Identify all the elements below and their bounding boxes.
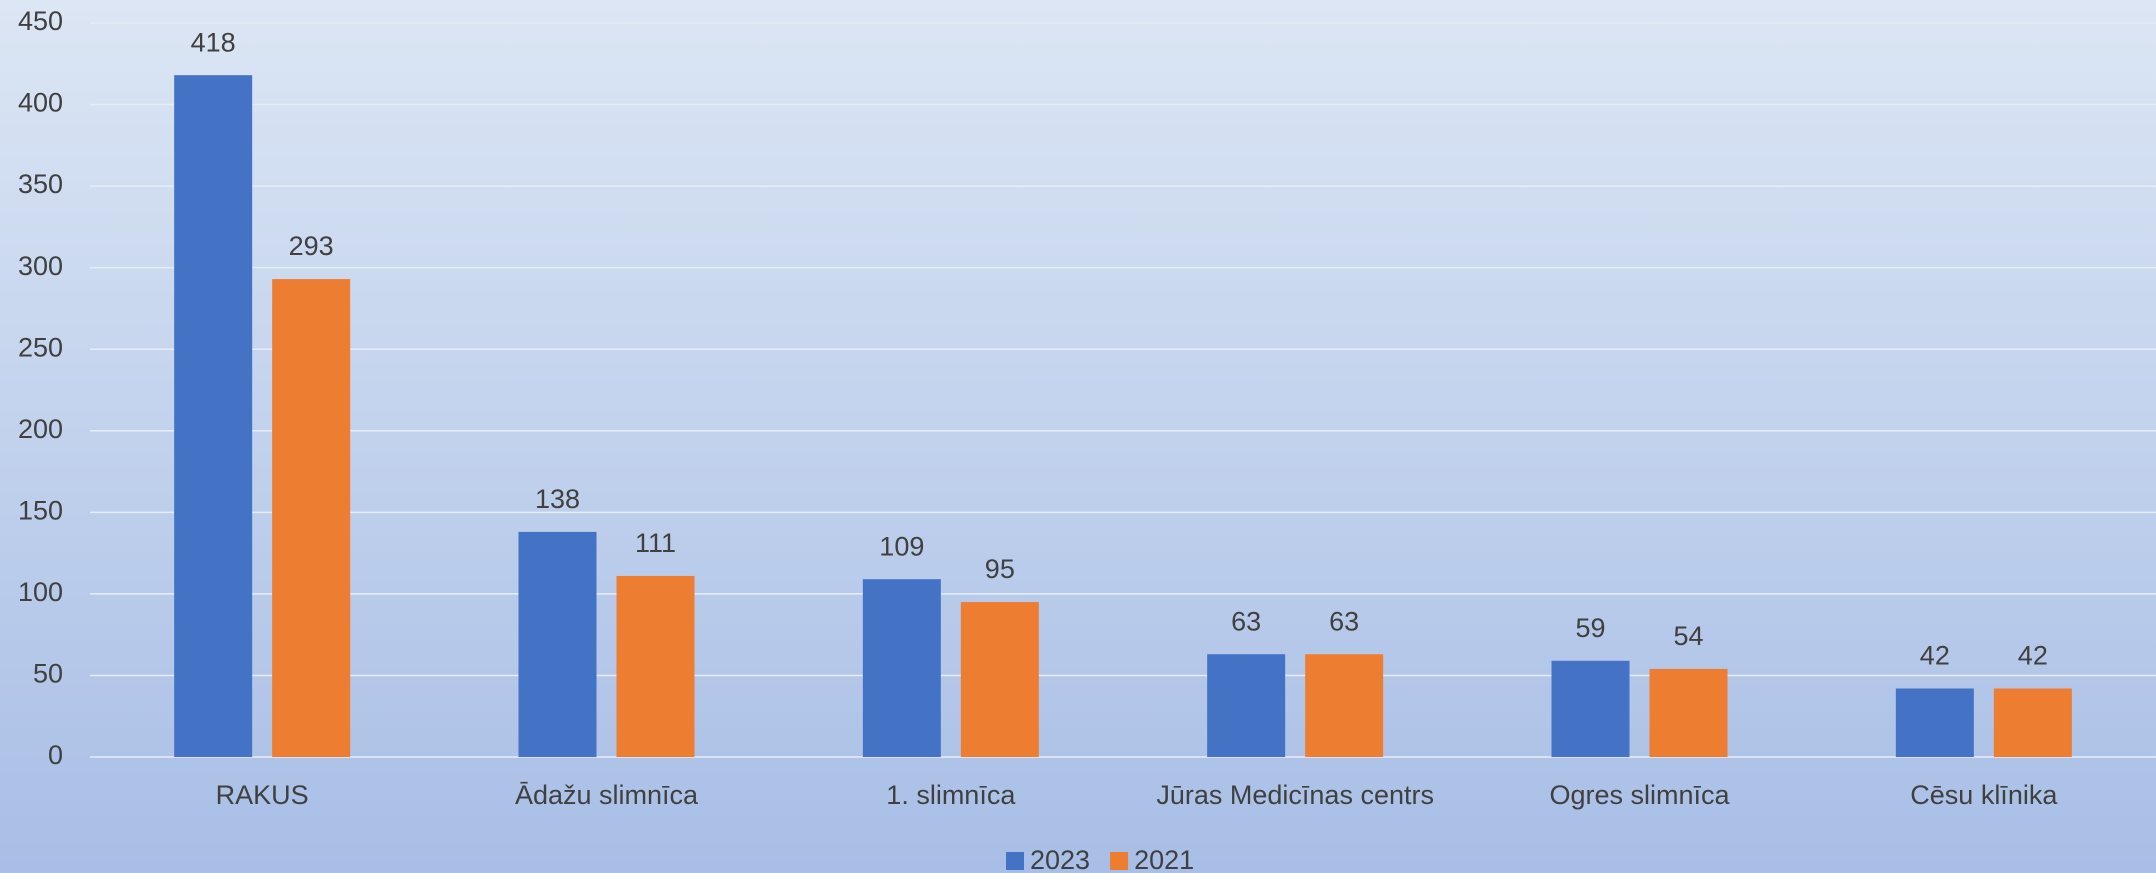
bar [518,531,597,757]
value-label: 42 [1920,641,1950,671]
y-tick-label: 450 [18,6,63,36]
value-label: 59 [1575,613,1605,643]
bar [1649,668,1728,757]
y-tick-label: 0 [48,740,63,770]
bar [1551,660,1630,757]
y-tick-label: 50 [33,659,63,689]
y-tick-label: 200 [18,414,63,444]
y-tick-label: 250 [18,332,63,362]
x-tick-label: Ādažu slimnīca [515,780,699,810]
value-label: 293 [289,231,334,261]
x-tick-label: Ogres slimnīca [1549,780,1730,810]
value-label: 42 [2018,641,2048,671]
value-label: 54 [1673,621,1703,651]
value-label: 63 [1329,606,1359,636]
y-tick-label: 100 [18,577,63,607]
y-tick-label: 300 [18,251,63,281]
legend-swatch [1006,852,1024,870]
bar [174,75,253,757]
value-label: 95 [985,554,1015,584]
y-tick-label: 400 [18,88,63,118]
legend-label: 2021 [1134,845,1194,873]
x-tick-label: Cēsu klīnika [1910,780,2058,810]
x-tick-label: Jūras Medicīnas centrs [1156,780,1434,810]
bar [616,575,695,757]
x-tick-label: 1. slimnīca [886,780,1016,810]
value-label: 63 [1231,606,1261,636]
x-tick-label: RAKUS [216,780,309,810]
bar [272,279,351,757]
bar [960,602,1039,757]
bar [1207,654,1286,757]
y-tick-label: 350 [18,169,63,199]
bar [862,579,941,757]
value-label: 109 [879,531,924,561]
y-tick-label: 150 [18,495,63,525]
bar [1993,688,2072,757]
legend-swatch [1110,852,1129,870]
bar [1305,654,1384,757]
value-label: 418 [191,27,236,57]
value-label: 111 [635,528,676,558]
bar [1895,688,1974,757]
legend-label: 2023 [1030,845,1090,873]
value-label: 138 [535,484,580,514]
